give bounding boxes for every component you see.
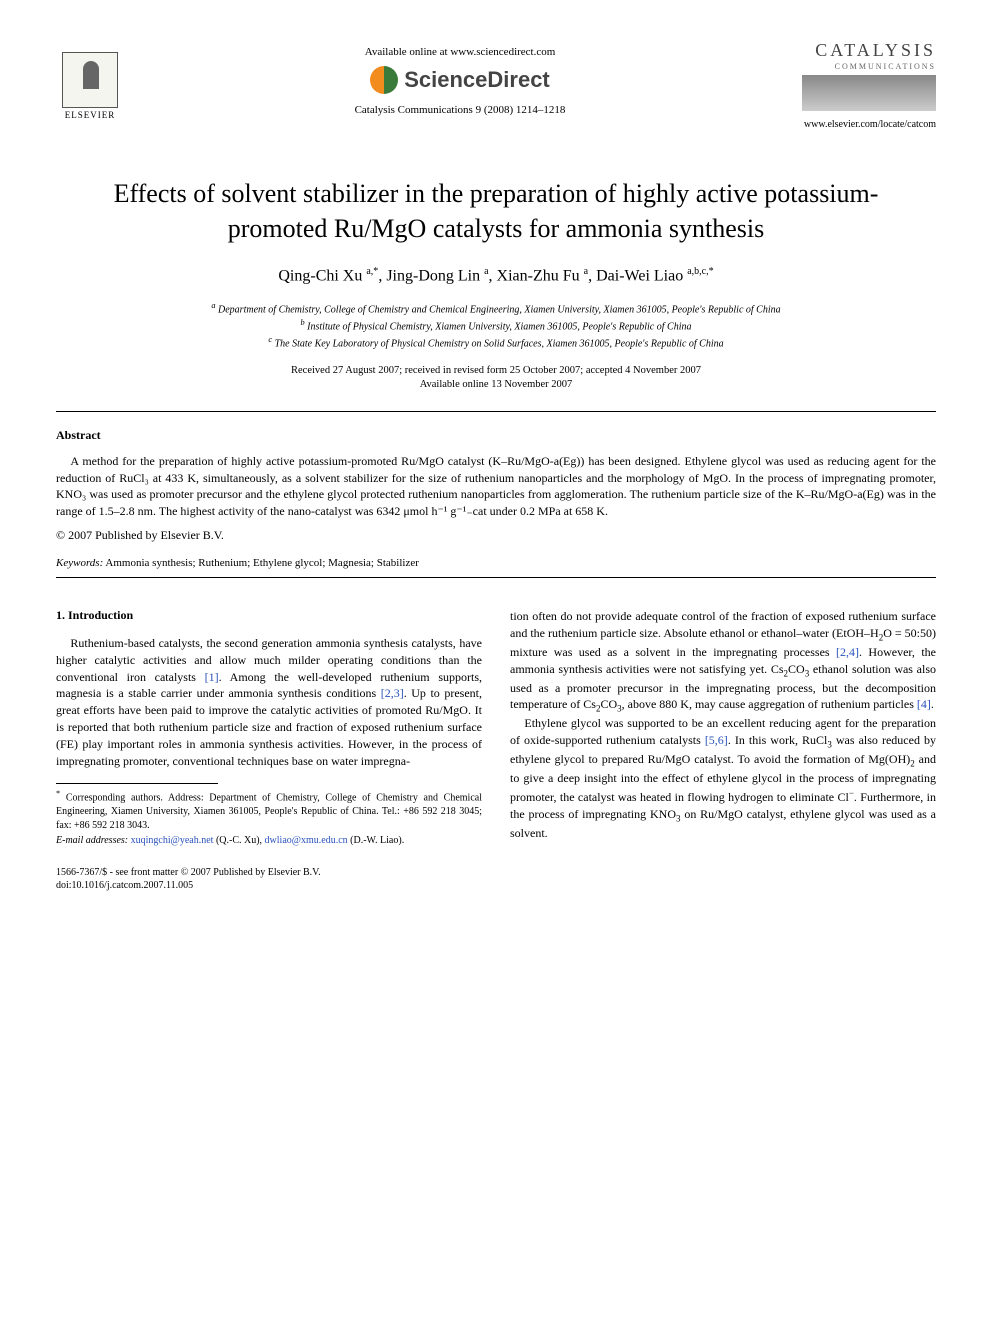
ref-link-4[interactable]: [4] <box>917 697 931 711</box>
abstract-label: Abstract <box>56 428 936 443</box>
ref-link-24[interactable]: [2,4] <box>836 645 859 659</box>
affiliation-c: c The State Key Laboratory of Physical C… <box>56 334 936 351</box>
catalysis-subtitle: COMMUNICATIONS <box>796 62 936 71</box>
footer-issn: 1566-7367/$ - see front matter © 2007 Pu… <box>56 866 482 879</box>
elsevier-tree-icon <box>62 52 118 108</box>
affiliation-a: a Department of Chemistry, College of Ch… <box>56 300 936 317</box>
left-column: 1. Introduction Ruthenium-based catalyst… <box>56 608 482 892</box>
elsevier-label: ELSEVIER <box>65 110 116 120</box>
email-who-1: (Q.-C. Xu), <box>216 835 262 846</box>
ref-link-23[interactable]: [2,3] <box>381 686 404 700</box>
article-dates: Received 27 August 2007; received in rev… <box>56 364 936 393</box>
keywords-label: Keywords: <box>56 557 103 569</box>
journal-reference: Catalysis Communications 9 (2008) 1214–1… <box>124 104 796 116</box>
catalysis-title: CATALYSIS <box>796 40 936 61</box>
right-column: tion often do not provide adequate contr… <box>510 608 936 892</box>
author-2-affil: a <box>484 266 488 277</box>
journal-brand: CATALYSIS COMMUNICATIONS www.elsevier.co… <box>796 40 936 130</box>
author-4: Dai-Wei Liao <box>596 268 683 285</box>
footer-issn-doi: 1566-7367/$ - see front matter © 2007 Pu… <box>56 866 482 892</box>
email-addresses-label: E-mail addresses: <box>56 835 128 846</box>
intro-paragraph-left: Ruthenium-based catalysts, the second ge… <box>56 635 482 769</box>
author-3-affil: a <box>584 266 588 277</box>
author-4-affil: a,b,c,* <box>687 266 713 277</box>
keywords-line: Keywords: Ammonia synthesis; Ruthenium; … <box>56 557 936 569</box>
rule-below-keywords <box>56 577 936 578</box>
author-3: Xian-Zhu Fu <box>497 268 580 285</box>
affiliations: a Department of Chemistry, College of Ch… <box>56 300 936 352</box>
rule-above-abstract <box>56 411 936 412</box>
email-link-1[interactable]: xuqingchi@yeah.net <box>131 835 214 846</box>
email-link-2[interactable]: dwliao@xmu.edu.cn <box>265 835 348 846</box>
author-1-affil: a,* <box>366 266 378 277</box>
email-who-2: (D.-W. Liao). <box>350 835 404 846</box>
body-columns: 1. Introduction Ruthenium-based catalyst… <box>56 608 936 892</box>
dates-online: Available online 13 November 2007 <box>56 378 936 393</box>
paper-title: Effects of solvent stabilizer in the pre… <box>76 176 916 246</box>
sciencedirect-text: ScienceDirect <box>404 67 550 93</box>
keywords-text: Ammonia synthesis; Ruthenium; Ethylene g… <box>105 557 418 569</box>
masthead: ELSEVIER Available online at www.science… <box>56 40 936 130</box>
copyright-line: © 2007 Published by Elsevier B.V. <box>56 528 936 543</box>
ref-link-56[interactable]: [5,6] <box>705 733 728 747</box>
author-1: Qing-Chi Xu <box>278 268 362 285</box>
footer-doi: doi:10.1016/j.catcom.2007.11.005 <box>56 879 482 892</box>
author-2: Jing-Dong Lin <box>386 268 480 285</box>
footnote-rule <box>56 783 218 784</box>
available-online-text: Available online at www.sciencedirect.co… <box>124 46 796 58</box>
intro-paragraph-right: tion often do not provide adequate contr… <box>510 608 936 841</box>
dates-received: Received 27 August 2007; received in rev… <box>56 364 936 379</box>
center-header: Available online at www.sciencedirect.co… <box>124 40 796 116</box>
journal-url: www.elsevier.com/locate/catcom <box>796 119 936 130</box>
sciencedirect-icon <box>370 66 398 94</box>
catalysis-cover-image <box>802 75 936 111</box>
ref-link-1[interactable]: [1] <box>205 670 219 684</box>
sciencedirect-logo: ScienceDirect <box>370 66 550 94</box>
footnote-corresp-text: Corresponding authors. Address: Departme… <box>56 793 482 831</box>
affiliation-b: b Institute of Physical Chemistry, Xiame… <box>56 317 936 334</box>
corresponding-footnote: * Corresponding authors. Address: Depart… <box>56 788 482 847</box>
authors-line: Qing-Chi Xu a,*, Jing-Dong Lin a, Xian-Z… <box>56 266 936 285</box>
abstract-text: A method for the preparation of highly a… <box>56 453 936 520</box>
footnote-star: * <box>56 789 60 798</box>
section-1-heading: 1. Introduction <box>56 608 482 623</box>
elsevier-logo: ELSEVIER <box>56 40 124 120</box>
